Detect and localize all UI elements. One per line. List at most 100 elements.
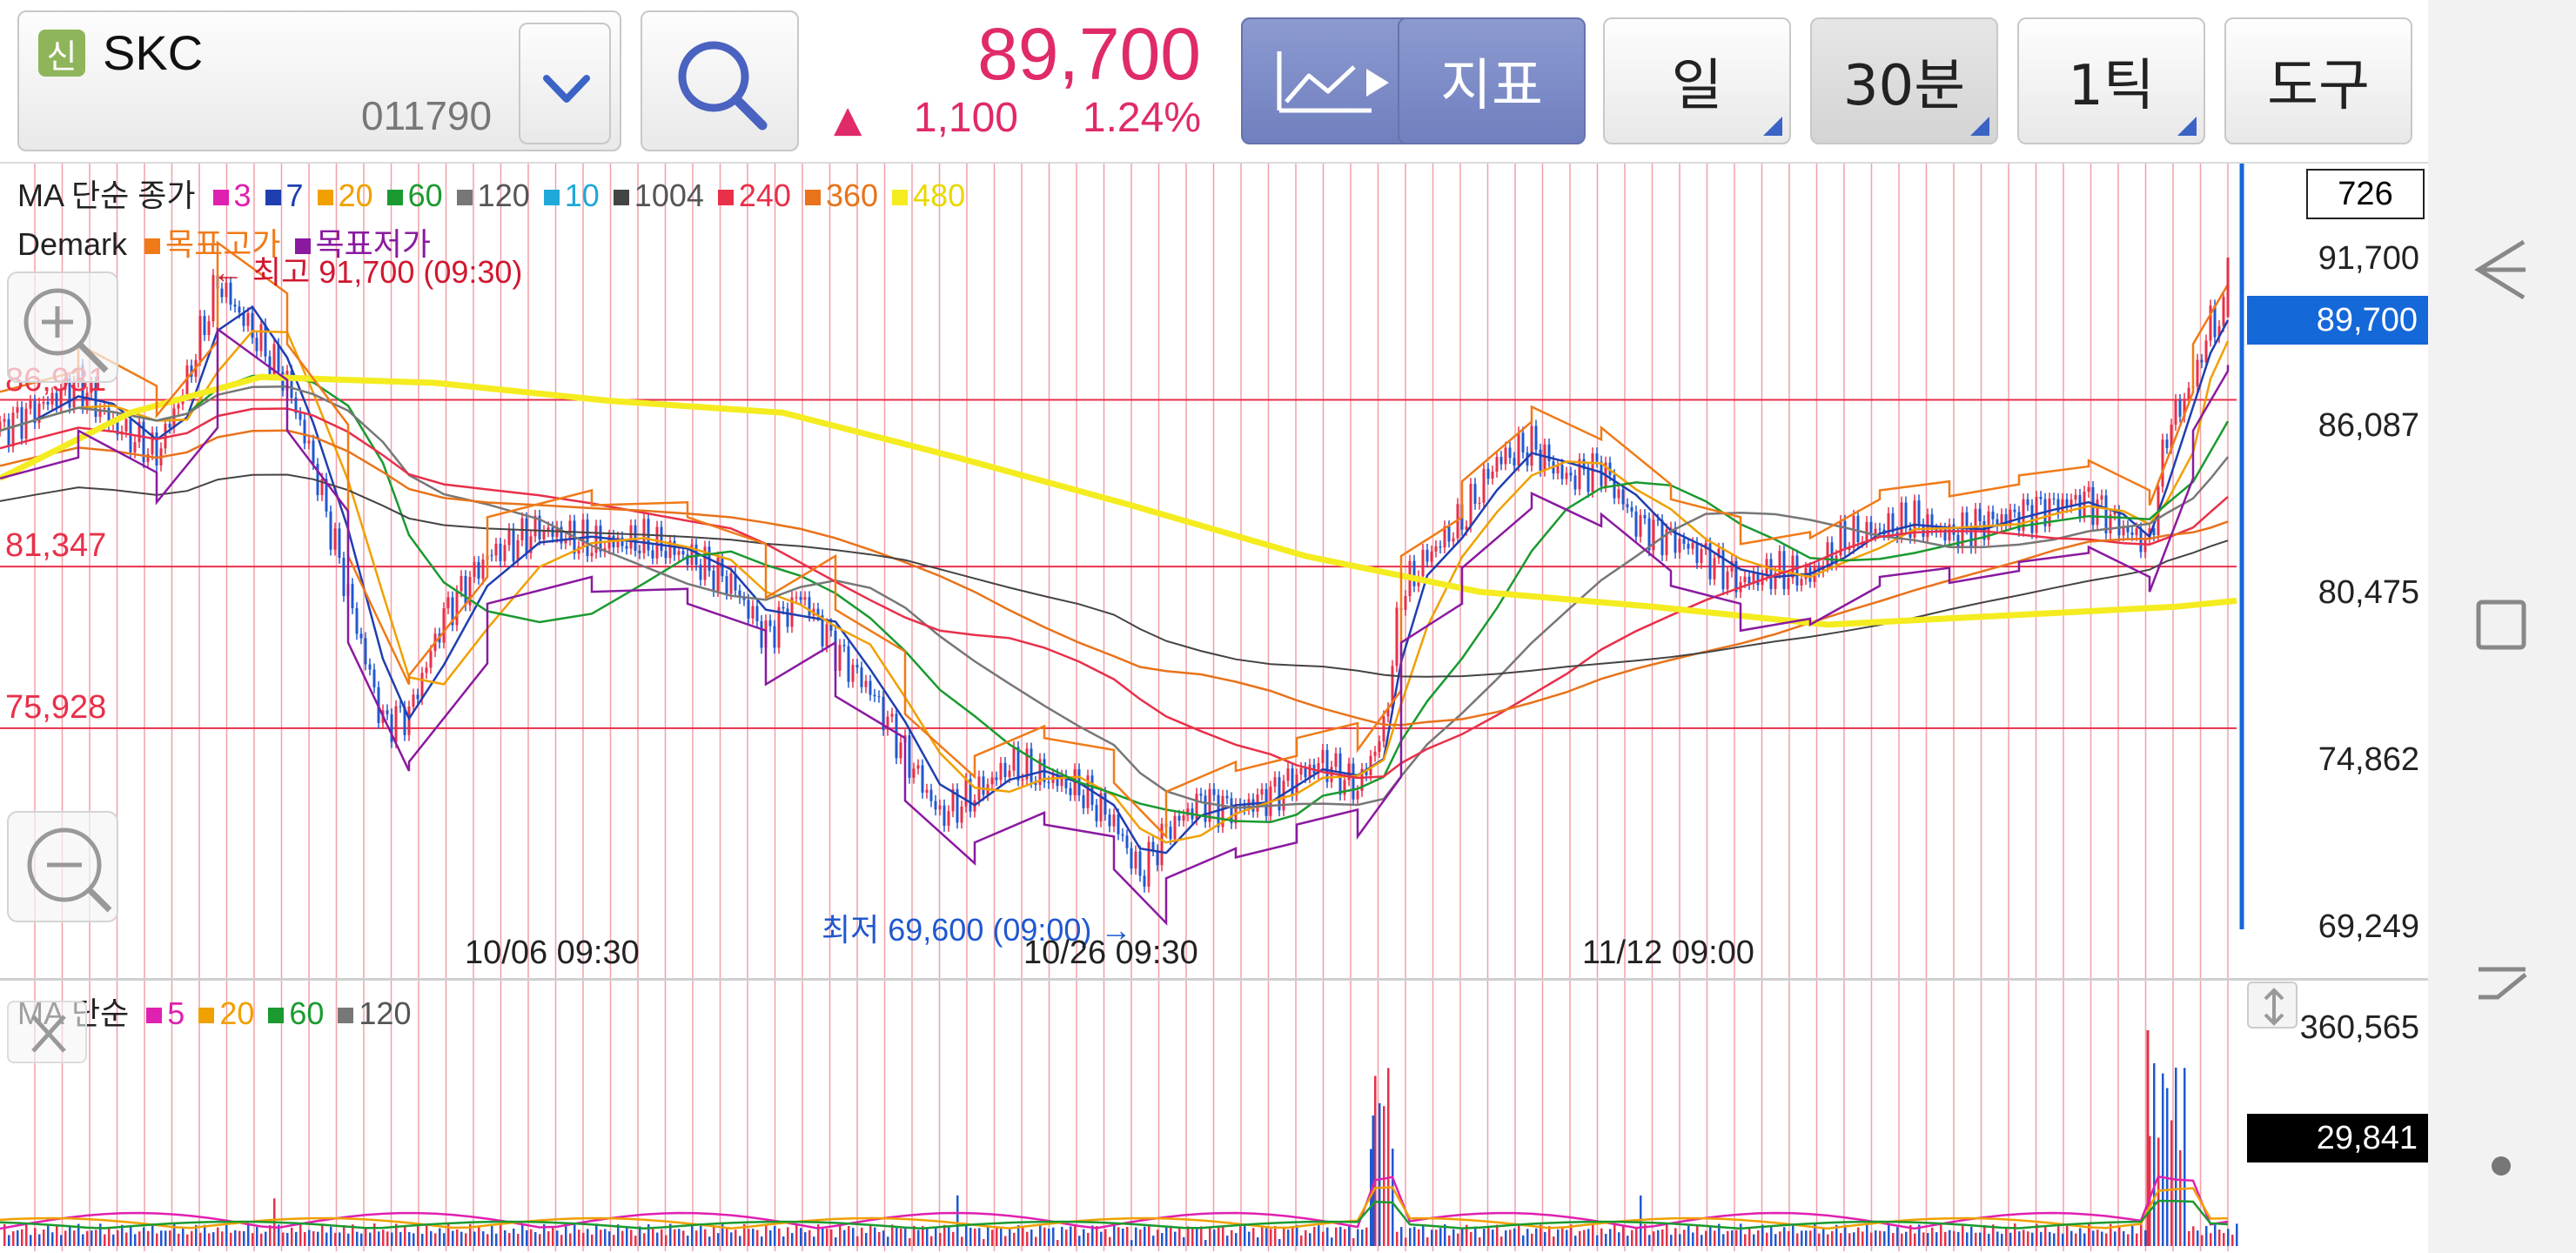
volume-bar xyxy=(2049,1231,2051,1246)
candle-body xyxy=(307,440,311,444)
candle-body xyxy=(37,403,41,424)
volume-bar xyxy=(604,1229,607,1246)
candle-body xyxy=(1726,571,1729,590)
candle-body xyxy=(882,696,885,730)
volume-bar xyxy=(60,1235,63,1246)
recents-icon[interactable] xyxy=(2428,566,2576,687)
candle-body xyxy=(1395,607,1399,667)
candle-body xyxy=(1508,447,1512,459)
candle-body xyxy=(1230,798,1233,824)
volume-bar xyxy=(1509,1230,1512,1246)
candle-body xyxy=(473,562,476,578)
volume-bar xyxy=(621,1230,624,1246)
volume-bar xyxy=(830,1229,833,1246)
candle-body xyxy=(1778,551,1781,573)
candle-body xyxy=(246,313,250,326)
volume-bar xyxy=(356,1231,359,1246)
period-minute-button[interactable]: 30분 xyxy=(1810,17,1998,144)
nav-dot-icon[interactable] xyxy=(2428,1131,2576,1201)
volume-bar xyxy=(1714,1230,1716,1246)
candle-body xyxy=(1186,808,1190,816)
candle-body xyxy=(133,442,137,452)
volume-bar xyxy=(1674,1228,1677,1246)
candle-body xyxy=(1495,457,1499,472)
volume-bar xyxy=(243,1230,245,1246)
candle-body xyxy=(938,805,942,810)
candle-body xyxy=(1626,504,1629,507)
volume-bar xyxy=(1435,1230,1438,1246)
volume-bar xyxy=(2205,1225,2208,1246)
candle-body xyxy=(1787,578,1790,590)
volume-bar xyxy=(996,1226,998,1246)
volume-bar xyxy=(95,1230,97,1246)
period-tick-label: 1틱 xyxy=(2068,54,2155,118)
close-panel-button[interactable] xyxy=(7,1001,87,1063)
search-button[interactable] xyxy=(641,10,799,151)
candle-body xyxy=(1012,747,1016,771)
volume-bar xyxy=(1374,1075,1377,1246)
volume-bar xyxy=(413,1233,415,1246)
candle-body xyxy=(1852,515,1855,548)
candle-body xyxy=(2009,509,2012,525)
volume-bar xyxy=(721,1224,724,1246)
candle-body xyxy=(1808,567,1812,582)
volume-bar xyxy=(2140,1224,2143,1246)
search-icon xyxy=(678,41,768,131)
price-chart[interactable] xyxy=(0,164,2428,1251)
candle-body xyxy=(490,555,493,557)
volume-bar xyxy=(1774,1234,1777,1246)
volume-bar xyxy=(826,1228,828,1246)
home-icon[interactable] xyxy=(2428,922,2576,1044)
legend-item-label: 목표고가 xyxy=(165,226,281,262)
candle-body xyxy=(320,479,324,496)
candle-body xyxy=(516,539,520,562)
zoom-in-button[interactable] xyxy=(7,271,118,383)
candle-body xyxy=(1182,815,1185,821)
panel-resize-button[interactable] xyxy=(2247,982,2298,1029)
volume-ma-60 xyxy=(0,1199,2229,1230)
stock-dropdown-button[interactable] xyxy=(519,23,611,144)
chart-type-button[interactable] xyxy=(1241,17,1424,144)
volume-bar xyxy=(56,1225,58,1246)
volume-bar xyxy=(1065,1230,1068,1246)
candle-body xyxy=(416,694,419,700)
tools-button[interactable]: 도구 xyxy=(2224,17,2412,144)
candle-body xyxy=(956,789,959,823)
change-rate: 1.24% xyxy=(1082,95,1201,141)
volume-bar xyxy=(1431,1230,1433,1246)
volume-bar xyxy=(1587,1229,1590,1246)
volume-bar xyxy=(1526,1229,1529,1246)
candle-body xyxy=(1578,459,1581,490)
back-icon[interactable] xyxy=(2428,209,2576,331)
price-axis-label: 74,862 xyxy=(2318,741,2419,778)
ma-line-480 xyxy=(0,373,2237,628)
period-tick-button[interactable]: 1틱 xyxy=(2017,17,2205,144)
volume-bar xyxy=(2118,1226,2121,1246)
volume-bar xyxy=(1579,1230,1581,1246)
volume-bar xyxy=(1357,1229,1359,1246)
volume-bar xyxy=(38,1234,41,1246)
volume-bar xyxy=(1914,1233,1916,1246)
candle-body xyxy=(1317,762,1320,774)
volume-bar xyxy=(1265,1226,1268,1246)
volume-bar xyxy=(913,1225,916,1246)
volume-bar xyxy=(182,1227,184,1246)
indicator-button[interactable]: 지표 xyxy=(1398,17,1586,144)
candle-body xyxy=(1499,457,1503,465)
candle-body xyxy=(1674,527,1677,553)
candle-body xyxy=(129,419,132,452)
candle-body xyxy=(1373,752,1377,756)
zoom-out-button[interactable] xyxy=(7,811,118,922)
volume-bar xyxy=(169,1230,171,1246)
volume-bar xyxy=(312,1230,315,1246)
candle-body xyxy=(2109,514,2112,533)
volume-bar xyxy=(64,1230,67,1246)
candle-body xyxy=(738,590,741,599)
candle-body xyxy=(1282,781,1285,811)
candle-body xyxy=(1225,795,1229,799)
volume-bar xyxy=(1213,1230,1216,1246)
candle-body xyxy=(272,344,276,375)
volume-bar xyxy=(1583,1230,1586,1246)
volume-bar xyxy=(1300,1235,1303,1246)
period-day-button[interactable]: 일 xyxy=(1603,17,1791,144)
